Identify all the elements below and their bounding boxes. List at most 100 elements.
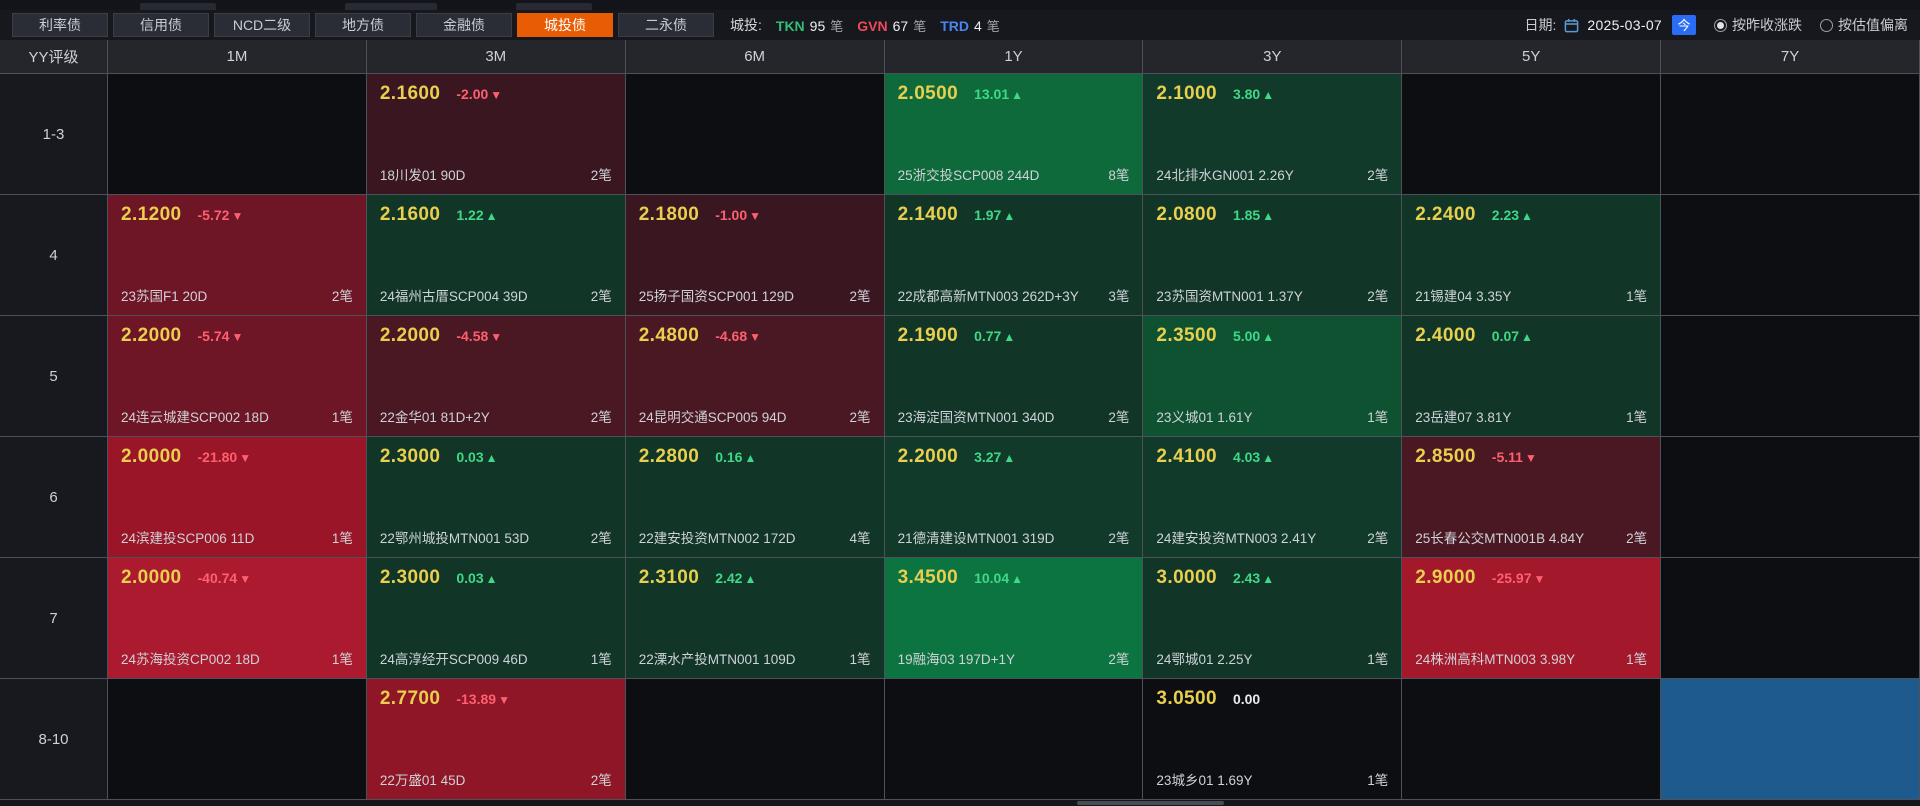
bond-cell[interactable]: 2.2000 -5.74 ▼ 24连云城建SCP002 18D 1笔 [108, 316, 367, 437]
yield-value: 2.2800 [638, 446, 700, 467]
column-header: 7Y [1661, 40, 1920, 74]
change-number: -13.89 [456, 691, 497, 707]
cell-bottom-row: 24滨建投SCP006 11D 1笔 [121, 527, 353, 547]
cell-top-row: 2.2000 3.27 ▲ [898, 446, 1130, 468]
cell-top-row: 2.1600 1.22 ▲ [380, 204, 612, 226]
radio-by-prev-close[interactable]: 按昨收涨跌 [1714, 15, 1802, 35]
rating-row-header: 6 [0, 437, 108, 558]
bond-cell[interactable]: 2.2000 -4.58 ▼ 22金华01 81D+2Y 2笔 [366, 316, 626, 437]
change-value: -40.74 ▼ [198, 570, 252, 586]
bond-cell[interactable]: 2.1800 -1.00 ▼ 25扬子国资SCP001 129D 2笔 [625, 195, 885, 316]
arrow-down-icon: ▼ [231, 330, 244, 344]
arrow-down-icon: ▼ [239, 572, 252, 586]
trade-count: 1笔 [331, 410, 353, 425]
scrollbar-thumb[interactable] [1077, 801, 1224, 805]
horizontal-scrollbar[interactable] [0, 800, 1920, 806]
change-number: -5.72 [197, 207, 230, 223]
change-number: 4.03 [1232, 449, 1261, 465]
yield-value: 3.0500 [1156, 688, 1217, 709]
bond-cell[interactable]: 2.3100 2.42 ▲ 22溧水产投MTN001 109D 1笔 [625, 558, 885, 679]
tab[interactable]: 利率债 [12, 13, 108, 37]
bond-cell[interactable]: 2.0500 13.01 ▲ 25浙交投SCP008 244D 8笔 [884, 74, 1144, 195]
yield-value: 2.3100 [638, 567, 700, 588]
highlighted-cell[interactable] [1661, 679, 1920, 800]
column-header: 3Y [1143, 40, 1403, 74]
bond-cell[interactable]: 2.7700 -13.89 ▼ 22万盛01 45D 2笔 [366, 679, 626, 800]
cell-top-row: 2.4100 4.03 ▲ [1156, 446, 1388, 468]
bond-cell[interactable]: 2.8500 -5.11 ▼ 25长春公交MTN001B 4.84Y 2笔 [1402, 437, 1662, 558]
bond-cell[interactable]: 2.2000 3.27 ▲ 21德清建设MTN001 319D 2笔 [884, 437, 1144, 558]
bond-cell[interactable]: 2.0000 -21.80 ▼ 24滨建投SCP006 11D 1笔 [108, 437, 367, 558]
bond-cell[interactable]: 2.0000 -40.74 ▼ 24苏海投资CP002 18D 1笔 [108, 558, 367, 679]
change-value: 0.00 [1233, 691, 1262, 707]
yield-value: 3.4500 [897, 567, 959, 588]
tab[interactable]: 信用债 [113, 13, 209, 37]
cell-top-row: 2.3500 5.00 ▲ [1156, 325, 1388, 347]
bond-cell[interactable]: 2.2800 0.16 ▲ 22建安投资MTN002 172D 4笔 [625, 437, 885, 558]
bond-cell[interactable]: 2.4800 -4.68 ▼ 24昆明交通SCP005 94D 2笔 [625, 316, 885, 437]
bond-cell[interactable]: 2.1600 1.22 ▲ 24福州古厝SCP004 39D 2笔 [366, 195, 626, 316]
trade-count: 1笔 [331, 531, 353, 546]
change-value: 2.43 ▲ [1233, 570, 1274, 586]
change-value: -2.00 ▼ [456, 86, 502, 102]
arrow-down-icon: ▼ [1524, 451, 1537, 465]
bond-cell[interactable]: 2.1400 1.97 ▲ 22成都高新MTN003 262D+3Y 3笔 [884, 195, 1144, 316]
today-button[interactable]: 今 [1672, 15, 1696, 35]
bond-name: 24苏海投资CP002 18D [121, 652, 260, 667]
radio-label: 按昨收涨跌 [1732, 17, 1802, 33]
bond-cell[interactable]: 2.2400 2.23 ▲ 21锡建04 3.35Y 1笔 [1402, 195, 1662, 316]
bond-name: 24北排水GN001 2.26Y [1156, 168, 1294, 183]
bond-cell[interactable]: 3.0500 0.00 23城乡01 1.69Y 1笔 [1143, 679, 1403, 800]
change-number: 1.85 [1232, 207, 1261, 223]
bond-cell[interactable]: 2.4000 0.07 ▲ 23岳建07 3.81Y 1笔 [1402, 316, 1662, 437]
date-value[interactable]: 2025-03-07 [1587, 17, 1662, 33]
bond-cell[interactable]: 2.3500 5.00 ▲ 23义城01 1.61Y 1笔 [1143, 316, 1403, 437]
trade-count: 2笔 [1367, 289, 1389, 304]
bond-cell[interactable]: 2.4100 4.03 ▲ 24建安投资MTN003 2.41Y 2笔 [1143, 437, 1403, 558]
bond-cell[interactable]: 2.3000 0.03 ▲ 22鄂州城投MTN001 53D 2笔 [366, 437, 626, 558]
arrow-up-icon: ▲ [1011, 88, 1024, 102]
trade-count: 1笔 [849, 652, 871, 667]
tab-active[interactable]: 城投债 [517, 13, 613, 37]
cell-top-row: 2.8500 -5.11 ▼ [1415, 446, 1647, 468]
cell-bottom-row: 21德清建设MTN001 319D 2笔 [898, 527, 1130, 547]
tab[interactable]: NCD二级 [214, 13, 310, 37]
calendar-icon[interactable] [1564, 18, 1579, 33]
cell-top-row: 2.2800 0.16 ▲ [639, 446, 871, 468]
bond-name: 23岳建07 3.81Y [1415, 410, 1512, 425]
cell-bottom-row: 25长春公交MTN001B 4.84Y 2笔 [1415, 527, 1647, 547]
change-value: 4.03 ▲ [1233, 449, 1274, 465]
tab[interactable]: 地方债 [315, 13, 411, 37]
bond-cell[interactable]: 2.1000 3.80 ▲ 24北排水GN001 2.26Y 2笔 [1143, 74, 1403, 195]
date-label: 日期: [1524, 17, 1557, 33]
cell-bottom-row: 22万盛01 45D 2笔 [380, 769, 612, 789]
yield-value: 2.0800 [1156, 204, 1217, 225]
tab[interactable]: 二永债 [618, 13, 714, 37]
radio-by-valuation-deviation[interactable]: 按估值偏离 [1820, 15, 1908, 35]
bond-cell[interactable]: 2.9000 -25.97 ▼ 24株洲高科MTN003 3.98Y 1笔 [1402, 558, 1662, 679]
bond-cell[interactable]: 3.0000 2.43 ▲ 24鄂城01 2.25Y 1笔 [1143, 558, 1403, 679]
change-value: 0.77 ▲ [974, 328, 1015, 344]
arrow-down-icon: ▼ [490, 88, 503, 102]
bond-cell[interactable]: 2.0800 1.85 ▲ 23苏国资MTN001 1.37Y 2笔 [1143, 195, 1403, 316]
bond-name: 24昆明交通SCP005 94D [638, 410, 787, 425]
tab[interactable]: 金融债 [416, 13, 512, 37]
change-number: -1.00 [715, 207, 748, 223]
change-number: 0.07 [1491, 328, 1520, 344]
clipped-tab [516, 3, 592, 10]
stat-item: GVN 67 笔 [857, 16, 926, 35]
change-number: -21.80 [197, 449, 238, 465]
bond-cell[interactable]: 2.3000 0.03 ▲ 24高淳经开SCP009 46D 1笔 [366, 558, 626, 679]
change-number: 0.03 [456, 570, 484, 586]
bond-cell[interactable]: 2.1600 -2.00 ▼ 18川发01 90D 2笔 [366, 74, 626, 195]
bond-cell[interactable]: 2.1200 -5.72 ▼ 23苏国F1 20D 2笔 [108, 195, 367, 316]
cell-bottom-row: 23岳建07 3.81Y 1笔 [1415, 406, 1647, 426]
yield-value: 2.1000 [1156, 83, 1217, 104]
quote-stats: 城投: TKN 95 笔 GVN 67 笔 TRD 4 笔 [730, 15, 1000, 35]
bond-cell[interactable]: 3.4500 10.04 ▲ 19融海03 197D+1Y 2笔 [884, 558, 1144, 679]
yield-value: 2.2000 [379, 325, 441, 346]
yield-value: 2.0500 [897, 83, 959, 104]
yield-value: 2.7700 [379, 688, 441, 709]
bond-cell[interactable]: 2.1900 0.77 ▲ 23海淀国资MTN001 340D 2笔 [884, 316, 1144, 437]
